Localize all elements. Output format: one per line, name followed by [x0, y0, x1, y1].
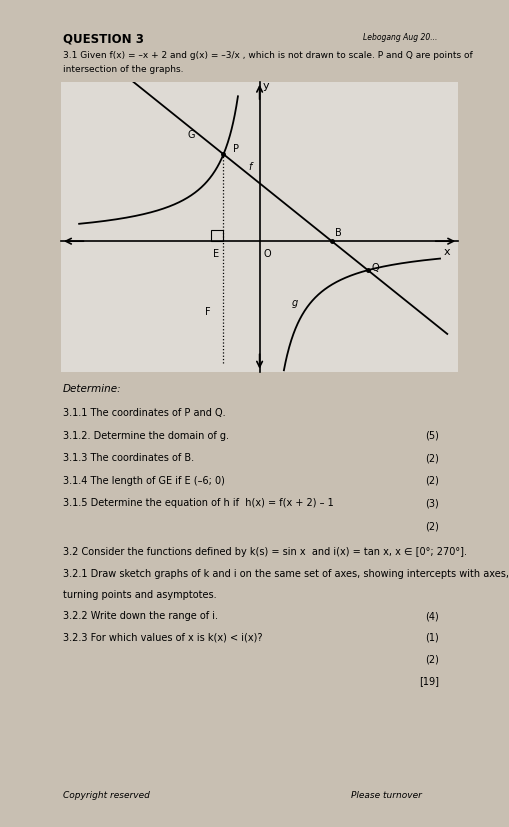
Text: Please turnover: Please turnover	[351, 791, 421, 800]
Text: 3.2 Consider the functions defined by k(s) = sin x  and i(x) = tan x, x ∈ [0°; 2: 3.2 Consider the functions defined by k(…	[63, 546, 467, 557]
Text: (2): (2)	[426, 476, 439, 485]
Text: x: x	[444, 247, 450, 257]
Text: QUESTION 3: QUESTION 3	[63, 32, 144, 45]
Text: (5): (5)	[426, 430, 439, 440]
Text: 3.1.1 The coordinates of P and Q.: 3.1.1 The coordinates of P and Q.	[63, 408, 225, 418]
Text: 3.1.2. Determine the domain of g.: 3.1.2. Determine the domain of g.	[63, 430, 229, 440]
Text: turning points and asymptotes.: turning points and asymptotes.	[63, 589, 217, 599]
Text: B: B	[335, 228, 342, 238]
Text: 3.1.5 Determine the equation of h if  h(x) = f(x + 2) – 1: 3.1.5 Determine the equation of h if h(x…	[63, 498, 334, 508]
Text: intersection of the graphs.: intersection of the graphs.	[63, 65, 184, 74]
Text: [19]: [19]	[419, 675, 439, 686]
Text: g: g	[292, 298, 298, 308]
Text: E: E	[213, 248, 219, 258]
Text: (3): (3)	[426, 498, 439, 508]
Text: Lebogang Aug 20...: Lebogang Aug 20...	[363, 32, 438, 41]
Text: f: f	[249, 161, 252, 171]
Text: 3.1 Given f(x) = –x + 2 and g(x) = –3/x , which is not drawn to scale. P and Q a: 3.1 Given f(x) = –x + 2 and g(x) = –3/x …	[63, 51, 473, 60]
Text: 3.2.2 Write down the range of i.: 3.2.2 Write down the range of i.	[63, 610, 218, 621]
Text: Q: Q	[372, 263, 379, 273]
Text: Copyright reserved: Copyright reserved	[63, 791, 150, 800]
Text: Determine:: Determine:	[63, 383, 122, 394]
Text: (2): (2)	[426, 452, 439, 462]
Text: y: y	[263, 80, 269, 90]
Text: 3.2.1 Draw sketch graphs of k and i on the same set of axes, showing intercepts : 3.2.1 Draw sketch graphs of k and i on t…	[63, 569, 509, 579]
Text: F: F	[206, 306, 211, 316]
Text: (2): (2)	[426, 653, 439, 663]
Bar	[211, 232, 223, 241]
Text: (4): (4)	[426, 610, 439, 621]
Text: (2): (2)	[426, 520, 439, 530]
Text: 3.1.4 The length of GE if E (–6; 0): 3.1.4 The length of GE if E (–6; 0)	[63, 476, 225, 485]
Text: P: P	[233, 144, 239, 154]
Text: O: O	[264, 248, 271, 258]
Text: 3.2.3 For which values of x is k(x) < i(x)?: 3.2.3 For which values of x is k(x) < i(…	[63, 632, 263, 642]
Text: G: G	[187, 130, 194, 140]
Text: (1): (1)	[426, 632, 439, 642]
Text: 3.1.3 The coordinates of B.: 3.1.3 The coordinates of B.	[63, 452, 194, 462]
